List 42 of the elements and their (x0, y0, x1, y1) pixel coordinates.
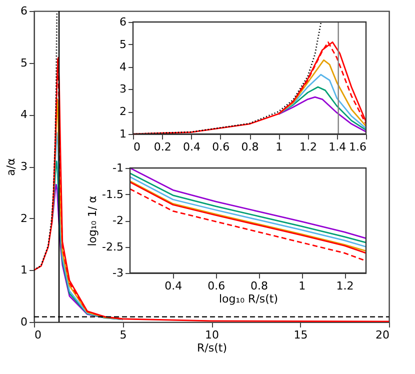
x-tick-label: 0.4 (164, 280, 182, 292)
x-tick-label: 0.8 (250, 280, 268, 292)
y-tick-label: 5 (120, 38, 126, 51)
x-tick-label: 10 (205, 328, 219, 342)
x-tick-label: 1.2 (336, 280, 354, 292)
y-tick-label: 4 (20, 108, 28, 122)
y-tick-label: 1 (120, 128, 126, 140)
x-tick-label: 20 (376, 328, 390, 342)
y-tick-label: 3 (20, 160, 28, 173)
x-axis-title: log₁₀ R/s(t) (218, 292, 278, 306)
y-tick-label: -1.5 (102, 188, 124, 201)
y-tick-label: -1 (112, 162, 124, 174)
line-series (278, 86, 367, 131)
x-tick-label: 0 (134, 140, 140, 154)
y-tick-label: 2 (120, 105, 126, 118)
y-tick-label: 6 (120, 16, 126, 28)
x-tick-label: 1.2 (300, 140, 317, 154)
y-tick-label: 5 (20, 56, 28, 70)
y-tick-label: -2 (112, 214, 124, 227)
x-tick-label: 0.8 (241, 140, 259, 154)
y-tick-label: 0 (20, 316, 28, 328)
y-tick-label: 4 (120, 60, 126, 74)
x-tick-label: 1.4 (328, 140, 346, 154)
x-tick-label: 15 (294, 328, 308, 342)
x-tick-label: 1 (298, 280, 306, 292)
y-axis-title: log₁₀ 1/ α (86, 196, 100, 246)
x-tick-label: 0.2 (154, 140, 172, 154)
x-tick-label: 0.4 (183, 140, 200, 154)
y-tick-label: -2.5 (102, 240, 124, 254)
x-tick-label: 0.6 (212, 140, 230, 154)
y-tick-label: 1 (20, 264, 28, 277)
y-tick-label: 3 (120, 82, 126, 96)
x-tick-label: 1 (276, 140, 283, 154)
x-tick-label: 0.6 (208, 280, 226, 292)
y-tick-label: 2 (20, 212, 28, 225)
y-tick-label: -3 (112, 266, 124, 280)
x-tick-label: 1.6 (349, 140, 366, 154)
y-tick-label: 6 (20, 4, 28, 18)
line-series (278, 96, 367, 132)
x-axis-title: R/s(t) (197, 342, 227, 354)
y-axis-title: a/α (4, 158, 18, 176)
x-tick-label: 0 (34, 328, 42, 342)
